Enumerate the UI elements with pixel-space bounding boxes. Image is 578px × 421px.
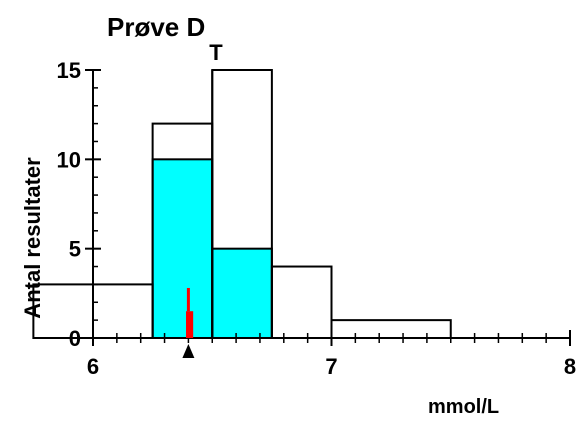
y-tick-label-5: 5 xyxy=(69,237,81,262)
x-tick-label-7: 7 xyxy=(325,354,337,379)
target-label: T xyxy=(209,40,223,65)
result-marker-bar xyxy=(186,311,194,338)
x-tick-label-8: 8 xyxy=(564,354,576,379)
histogram-bar-3 xyxy=(270,265,333,339)
x-axis-label: mmol/L xyxy=(428,396,499,418)
y-tick-label-0: 0 xyxy=(69,326,81,351)
histogram-bar-4 xyxy=(330,319,452,339)
y-tick-label-10: 10 xyxy=(57,147,81,172)
result-marker-upper xyxy=(186,287,190,312)
highlight-bar-1 xyxy=(152,159,213,338)
highlight-bar-2 xyxy=(212,248,272,338)
y-tick-label-15: 15 xyxy=(57,58,81,83)
plot-area: 0 5 10 15 6 7 8 xyxy=(32,58,576,379)
chart-title: Prøve D xyxy=(107,12,205,42)
x-tick-label-6: 6 xyxy=(87,354,99,379)
result-arrow-icon xyxy=(182,344,195,358)
